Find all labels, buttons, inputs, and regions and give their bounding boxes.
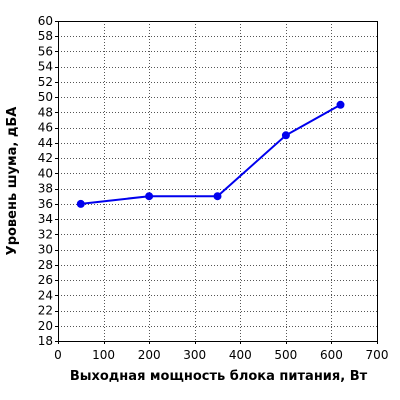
y-tick-label: 58: [38, 29, 53, 43]
y-tick-label: 56: [38, 44, 53, 58]
x-tick-label: 500: [274, 348, 297, 362]
y-tick-label: 20: [38, 319, 53, 333]
x-axis-ticks: 0 100 200 300 400 500 600 700: [54, 341, 388, 362]
plot-frame: [58, 21, 378, 342]
y-tick-label: 48: [38, 105, 53, 119]
x-tick-label: 400: [229, 348, 252, 362]
y-tick-label: 26: [38, 273, 53, 287]
data-point: [213, 192, 222, 201]
y-tick-label: 32: [38, 227, 53, 241]
y-tick-label: 36: [38, 197, 53, 211]
y-tick-label: 60: [38, 14, 53, 28]
y-tick-label: 24: [38, 288, 53, 302]
y-tick-label: 44: [38, 136, 53, 150]
data-point: [76, 199, 85, 208]
y-tick-label: 52: [38, 75, 53, 89]
y-tick-label: 40: [38, 166, 53, 180]
x-tick-label: 0: [54, 348, 62, 362]
x-tick-label: 700: [366, 348, 389, 362]
y-tick-label: 34: [38, 212, 53, 226]
y-tick-label: 42: [38, 151, 53, 165]
y-axis-title: Уровень шума, дБА: [5, 107, 20, 256]
grid: [58, 21, 377, 341]
y-tick-label: 30: [38, 243, 53, 257]
x-axis-title: Выходная мощность блока питания, Вт: [70, 369, 368, 384]
y-tick-label: 50: [38, 90, 53, 104]
y-tick-label: 18: [38, 334, 53, 348]
y-tick-label: 54: [38, 60, 53, 74]
series: [76, 100, 345, 208]
x-tick-label: 100: [92, 348, 115, 362]
y-tick-label: 38: [38, 182, 53, 196]
y-tick-label: 28: [38, 258, 53, 272]
y-tick-label: 46: [38, 121, 53, 135]
data-point: [145, 192, 154, 201]
x-tick-label: 200: [138, 348, 161, 362]
data-point: [281, 131, 290, 140]
y-tick-label: 22: [38, 304, 53, 318]
data-point: [336, 100, 345, 109]
x-tick-label: 600: [320, 348, 343, 362]
x-tick-label: 300: [183, 348, 206, 362]
